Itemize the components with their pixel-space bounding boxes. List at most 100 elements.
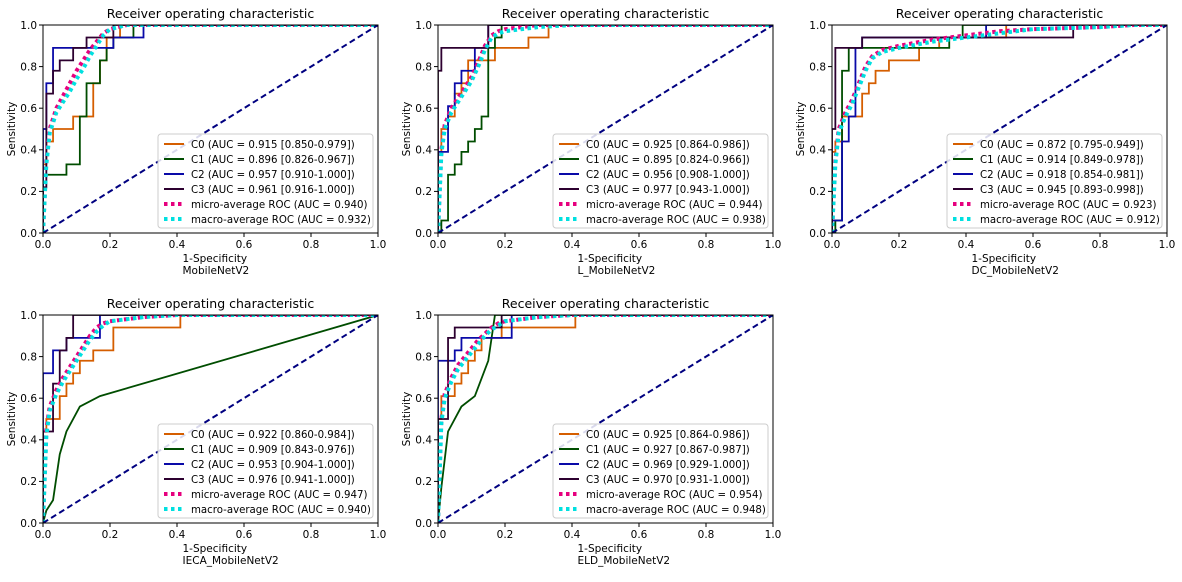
chart-title: Receiver operating characteristic	[107, 296, 315, 311]
series-group	[43, 25, 378, 233]
series-group	[43, 315, 378, 523]
y-tick-label: 0.8	[415, 61, 432, 73]
y-tick-label: 0.6	[415, 393, 432, 405]
legend-label: micro-average ROC (AUC = 0.954)	[586, 490, 763, 501]
legend-label: C2 (AUC = 0.957 [0.910-1.000])	[191, 170, 355, 181]
x-tick-label: 0.0	[35, 529, 52, 541]
x-tick-label: 0.4	[564, 239, 581, 251]
x-axis-label: 1-Specificity	[578, 543, 643, 555]
x-axis-label: 1-Specificity	[972, 253, 1037, 265]
roc-curve-4	[438, 25, 773, 233]
roc-curve-2	[438, 25, 773, 233]
legend-label: C1 (AUC = 0.914 [0.849-0.978])	[980, 155, 1144, 166]
legend: C0 (AUC = 0.925 [0.864-0.986]) C1 (AUC = …	[552, 133, 769, 229]
x-tick-label: 0.6	[631, 529, 648, 541]
x-tick-label: 0.0	[824, 239, 841, 251]
y-tick-label: 0.8	[415, 351, 432, 363]
y-tick-label: 0.4	[415, 145, 432, 157]
x-axis-label: 1-Specificity	[578, 253, 643, 265]
y-axis-label: Sensitivity	[6, 102, 18, 157]
roc-curve-4	[43, 315, 378, 523]
y-tick-label: 0.6	[809, 103, 826, 115]
y-tick-label: 0.4	[415, 435, 432, 447]
x-axis-sublabel: ELD_MobileNetV2	[578, 555, 671, 567]
x-tick-label: 1.0	[765, 239, 782, 251]
legend-label: C3 (AUC = 0.977 [0.943-1.000])	[586, 185, 750, 196]
x-tick-label: 0.8	[698, 529, 715, 541]
legend-label: C3 (AUC = 0.976 [0.941-1.000])	[191, 475, 355, 486]
y-tick-label: 0.0	[809, 228, 826, 240]
legend-label: macro-average ROC (AUC = 0.938)	[586, 215, 766, 226]
x-tick-label: 0.8	[303, 239, 320, 251]
x-tick-label: 0.0	[35, 239, 52, 251]
chance-diagonal	[832, 25, 1167, 233]
legend-label: micro-average ROC (AUC = 0.923)	[980, 200, 1157, 211]
legend-label: C0 (AUC = 0.915 [0.850-0.979])	[191, 140, 355, 151]
chance-diagonal	[43, 315, 378, 523]
axes-frame	[42, 24, 379, 234]
x-tick-label: 0.4	[958, 239, 975, 251]
roc-panel-1: Receiver operating characteristic 0.0 0.2 0…	[6, 6, 386, 277]
x-axis-sublabel: MobileNetV2	[183, 265, 250, 277]
legend-label: C0 (AUC = 0.925 [0.864-0.986])	[586, 430, 750, 441]
x-axis-label: 1-Specificity	[183, 543, 248, 555]
series-group	[438, 315, 773, 523]
y-tick-label: 1.0	[415, 310, 432, 322]
x-tick-label: 0.2	[891, 239, 908, 251]
y-tick-label: 0.2	[20, 186, 37, 198]
y-tick-label: 0.0	[415, 518, 432, 530]
legend-box	[552, 423, 769, 519]
x-tick-label: 0.6	[236, 529, 253, 541]
y-tick-label: 0.4	[20, 145, 37, 157]
x-tick-label: 0.0	[430, 239, 447, 251]
series-group	[438, 25, 773, 233]
legend-label: C1 (AUC = 0.909 [0.843-0.976])	[191, 445, 355, 456]
legend-label: C0 (AUC = 0.925 [0.864-0.986])	[586, 140, 750, 151]
legend-label: C2 (AUC = 0.956 [0.908-1.000])	[586, 170, 750, 181]
legend-label: micro-average ROC (AUC = 0.944)	[586, 200, 763, 211]
y-tick-label: 0.6	[20, 393, 37, 405]
y-tick-label: 0.0	[20, 518, 37, 530]
y-axis-label: Sensitivity	[401, 102, 413, 157]
axes-frame	[831, 24, 1168, 234]
y-tick-label: 0.2	[415, 476, 432, 488]
legend: C0 (AUC = 0.922 [0.860-0.984]) C1 (AUC = …	[157, 423, 374, 519]
series-group	[832, 25, 1167, 233]
roc-curve-6	[438, 315, 773, 523]
y-axis-label: Sensitivity	[6, 392, 18, 447]
legend-label: micro-average ROC (AUC = 0.940)	[191, 200, 368, 211]
chance-diagonal	[43, 25, 378, 233]
y-tick-label: 0.4	[809, 145, 826, 157]
axes-frame	[437, 314, 774, 524]
roc-panel-5: Receiver operating characteristic 0.0 0.2 0…	[401, 296, 781, 567]
legend-label: C2 (AUC = 0.969 [0.929-1.000])	[586, 460, 750, 471]
roc-curve-5	[832, 25, 1167, 233]
chart-title: Receiver operating characteristic	[896, 6, 1104, 21]
legend-label: C1 (AUC = 0.895 [0.824-0.966])	[586, 155, 750, 166]
y-tick-label: 0.6	[415, 103, 432, 115]
roc-curve-1	[43, 315, 378, 523]
y-tick-label: 1.0	[20, 310, 37, 322]
x-tick-label: 0.2	[102, 529, 119, 541]
legend-label: C1 (AUC = 0.927 [0.867-0.987])	[586, 445, 750, 456]
legend-box	[552, 133, 769, 229]
chance-diagonal	[438, 315, 773, 523]
legend-label: C2 (AUC = 0.918 [0.854-0.981])	[980, 170, 1144, 181]
legend-label: macro-average ROC (AUC = 0.912)	[980, 215, 1160, 226]
chart-title: Receiver operating characteristic	[107, 6, 315, 21]
x-tick-label: 0.2	[497, 529, 514, 541]
y-tick-label: 0.0	[415, 228, 432, 240]
x-tick-label: 0.4	[564, 529, 581, 541]
x-tick-label: 0.8	[1092, 239, 1109, 251]
y-tick-label: 1.0	[809, 20, 826, 32]
legend-box	[157, 423, 374, 519]
y-tick-label: 1.0	[20, 20, 37, 32]
x-tick-label: 1.0	[370, 529, 387, 541]
roc-panel-2: Receiver operating characteristic 0.0 0.2 0…	[401, 6, 781, 277]
legend-label: C3 (AUC = 0.945 [0.893-0.998])	[980, 185, 1144, 196]
roc-curve-4	[438, 315, 773, 523]
y-tick-label: 0.2	[415, 186, 432, 198]
legend-label: C1 (AUC = 0.896 [0.826-0.967])	[191, 155, 355, 166]
legend-label: C3 (AUC = 0.970 [0.931-1.000])	[586, 475, 750, 486]
